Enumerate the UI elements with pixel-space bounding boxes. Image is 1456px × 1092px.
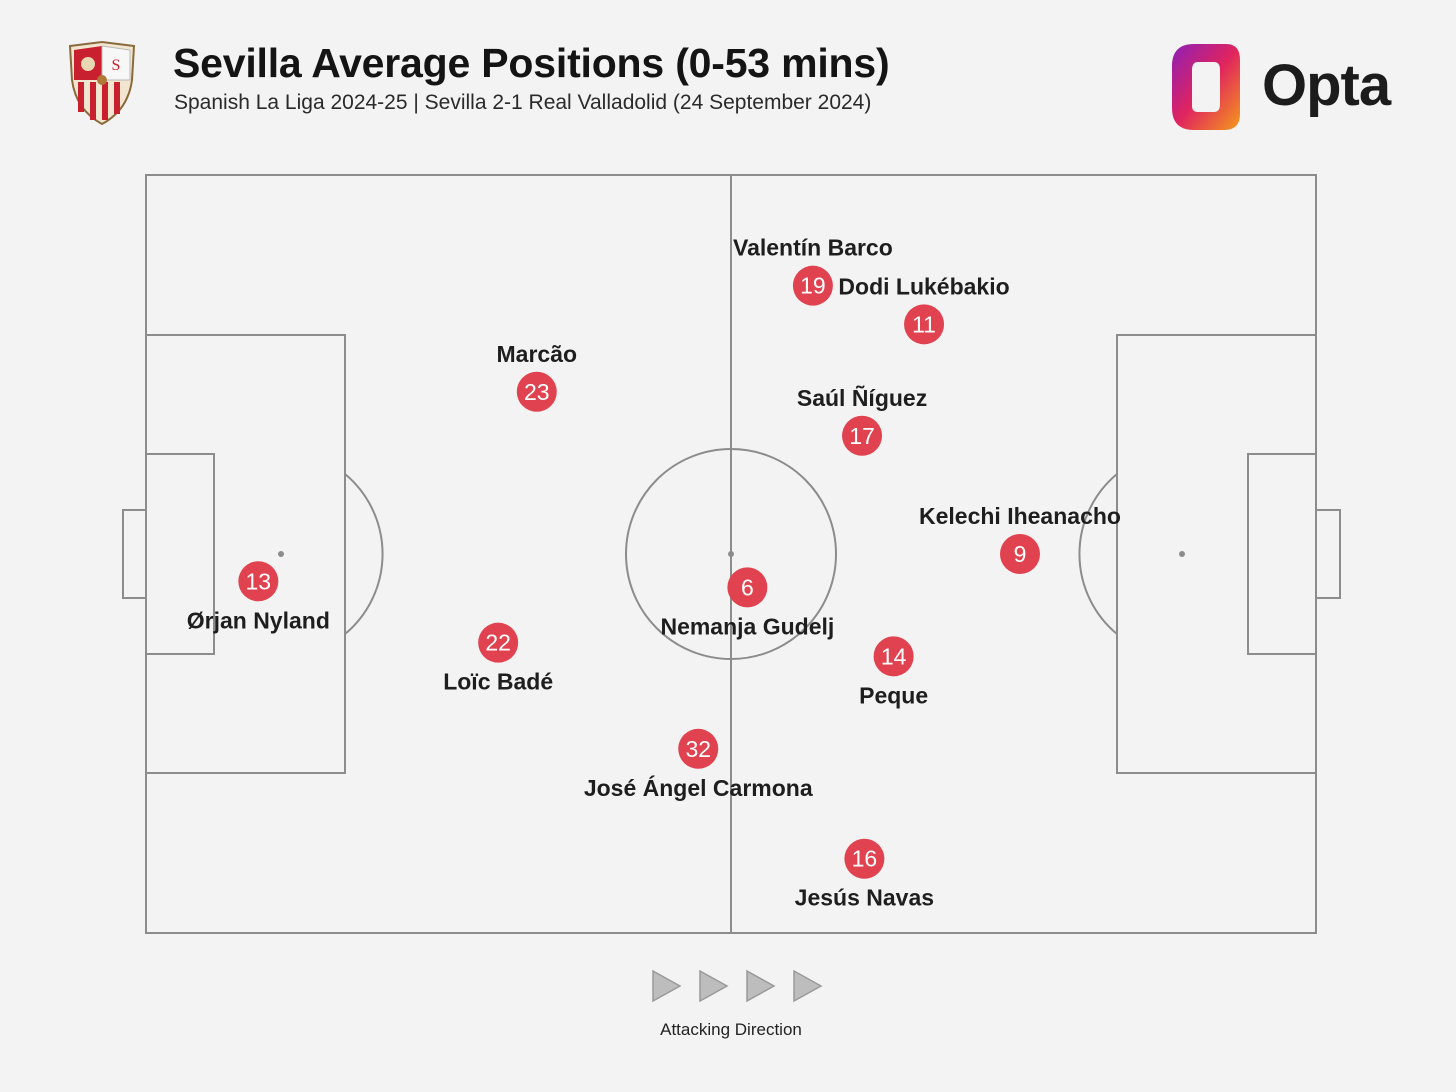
player-dot <box>678 728 719 769</box>
svg-text:S: S <box>112 57 121 74</box>
player-number: 14 <box>881 643 907 669</box>
opta-logo-icon <box>1172 44 1240 130</box>
sevilla-crest-icon: S <box>68 40 136 126</box>
centre-circle <box>625 448 837 660</box>
player-dot <box>999 534 1040 574</box>
arrow-icon <box>652 969 682 1003</box>
arrow-icon <box>793 969 823 1003</box>
player-number: 13 <box>246 568 272 594</box>
player-name: Marcão <box>497 341 578 367</box>
right-penalty-spot <box>1179 551 1185 557</box>
right-penalty-arc <box>1078 473 1118 635</box>
left-goal <box>122 509 147 599</box>
player-marker: 19 Valentín Barco <box>733 235 893 306</box>
player-name: Kelechi Iheanacho <box>919 503 1121 529</box>
player-number: 19 <box>800 273 826 299</box>
player-dot <box>516 371 557 412</box>
player-number: 6 <box>741 574 754 600</box>
player-marker: 17 Saúl Ñíguez <box>797 384 927 456</box>
player-marker: 22 Loïc Badé <box>443 622 553 695</box>
player-name: Saúl Ñíguez <box>797 384 927 411</box>
player-marker: 16 Jesús Navas <box>795 838 934 911</box>
player-number: 16 <box>852 846 878 872</box>
player-number: 23 <box>524 379 550 405</box>
player-name: Peque <box>859 682 928 708</box>
player-marker: 23 Marcão <box>497 341 578 412</box>
player-dot <box>904 304 945 345</box>
right-goal <box>1315 509 1341 599</box>
arrow-icon <box>699 969 729 1003</box>
attacking-direction-arrows <box>652 969 823 1003</box>
player-dot <box>873 636 914 677</box>
chart-subtitle: Spanish La Liga 2024-25 | Sevilla 2-1 Re… <box>174 91 872 114</box>
player-number: 22 <box>485 630 511 656</box>
left-penalty-arc <box>344 473 384 635</box>
player-marker: 32 José Ángel Carmona <box>584 728 813 801</box>
player-name: Ørjan Nyland <box>187 607 330 633</box>
player-marker: 13 Ørjan Nyland <box>187 561 330 633</box>
player-number: 32 <box>685 736 711 762</box>
right-penalty-box <box>1116 334 1317 774</box>
player-name: Jesús Navas <box>795 885 934 911</box>
attacking-direction-label: Attacking Direction <box>660 1020 802 1039</box>
arrow-icon <box>746 969 776 1003</box>
player-dot <box>844 838 885 879</box>
opta-brand-text: Opta <box>1262 53 1391 118</box>
player-dot <box>842 415 883 456</box>
player-marker: 14 Peque <box>859 636 928 708</box>
player-marker: 9 Kelechi Iheanacho <box>919 503 1121 574</box>
right-six-yard-box <box>1247 453 1317 655</box>
player-name: Dodi Lukébakio <box>838 273 1009 299</box>
player-name: Nemanja Gudelj <box>660 613 834 639</box>
player-dot <box>792 265 833 306</box>
player-name: Loïc Badé <box>443 669 553 695</box>
player-dot <box>478 622 519 663</box>
centre-spot <box>728 551 734 557</box>
player-number: 11 <box>912 311 936 337</box>
player-number: 17 <box>849 423 875 449</box>
chart-title: Sevilla Average Positions (0-53 mins) <box>173 40 890 86</box>
player-dot <box>238 561 279 602</box>
player-marker: 11 Dodi Lukébakio <box>838 273 1010 345</box>
player-dot <box>727 567 768 608</box>
left-penalty-box <box>145 334 346 774</box>
player-marker: 6 Nemanja Gudelj <box>660 567 834 639</box>
left-penalty-spot <box>278 551 284 557</box>
player-name: José Ángel Carmona <box>584 774 813 801</box>
player-name: Valentín Barco <box>733 235 893 261</box>
player-number: 9 <box>1014 541 1027 567</box>
